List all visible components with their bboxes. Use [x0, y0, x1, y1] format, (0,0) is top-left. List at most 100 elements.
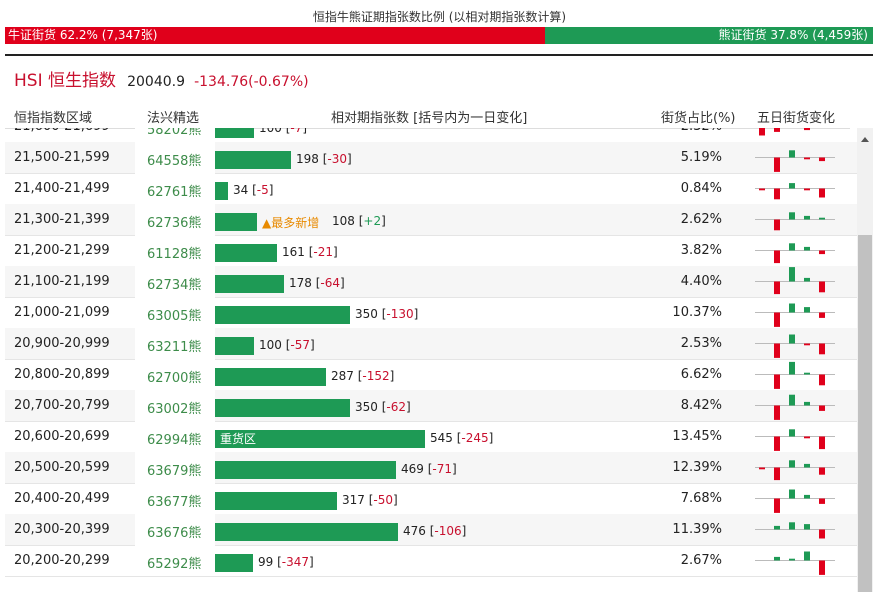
sparkline-bar [789, 394, 795, 406]
five-day-sparkline [755, 460, 835, 481]
range-cell: 20,400-20,499 [14, 491, 110, 506]
warrant-code-link[interactable]: 61128熊 [147, 247, 202, 262]
warrant-code-link[interactable]: 62700熊 [147, 371, 202, 386]
contracts-count: 161 [ [282, 245, 314, 259]
scroll-up-icon[interactable] [861, 137, 869, 142]
code-cell: 63676熊 [135, 514, 215, 545]
divider [5, 54, 873, 56]
contracts-value: 34 [-5] [233, 183, 273, 197]
share-cell: 2.32% [681, 128, 722, 134]
contracts-bar [215, 337, 254, 355]
sparkline-bar [774, 250, 780, 264]
sparkline-bar [819, 467, 825, 475]
table-row: 21,600-21,699 58202熊 100 [-7] 2.32% [5, 128, 857, 143]
index-value: 20040.9 [127, 74, 185, 90]
five-day-sparkline [755, 429, 835, 451]
sparkline-bar [819, 188, 825, 198]
daily-change: -30 [327, 152, 348, 166]
bracket: ] [488, 431, 494, 445]
contracts-count: 350 [ [355, 307, 387, 321]
contracts-bar [215, 368, 326, 386]
sparkline-bar [789, 489, 795, 499]
contracts-bar [215, 275, 284, 293]
sparkline-bar [804, 436, 810, 439]
share-cell: 6.62% [680, 367, 722, 382]
bracket: ] [461, 524, 467, 538]
share-cell: 8.42% [680, 398, 722, 413]
scrollbar[interactable] [857, 128, 873, 592]
scroll-thumb[interactable] [858, 235, 872, 592]
sparkline-bar [774, 467, 780, 481]
table-row: 20,900-20,999 63211熊 100 [-57] 2.53% [5, 328, 857, 360]
sparkline-bar [774, 405, 780, 420]
header-five-day[interactable]: 五日街货变化 [757, 111, 836, 126]
index-change: -134.76(-0.67%) [194, 74, 309, 90]
table-row: 20,200-20,299 65292熊 99 [-347] 2.67% [5, 545, 857, 577]
five-day-sparkline [755, 522, 835, 539]
contracts-bar: 重货区 [215, 430, 425, 448]
header-range[interactable]: 恒指指数区域 [14, 111, 93, 126]
warrant-code-link[interactable]: 63676熊 [147, 526, 202, 541]
sparkline-bar [819, 250, 825, 255]
sparkline-bar [819, 436, 825, 450]
warrant-code-link[interactable]: 63677熊 [147, 495, 202, 510]
sparkline-bar [774, 498, 780, 513]
bracket: ] [309, 555, 314, 569]
share-cell: 7.68% [680, 491, 722, 506]
header-code[interactable]: 法兴精选 [147, 111, 200, 126]
contracts-count: 350 [ [355, 400, 387, 414]
contracts-count: 99 [ [258, 555, 282, 569]
code-cell: 61128熊 [135, 235, 215, 266]
sparkline-bar [774, 374, 780, 389]
range-cell: 21,500-21,599 [14, 150, 110, 165]
sparkline-bar [759, 128, 765, 136]
contracts-bar [215, 182, 228, 200]
contracts-bar [215, 306, 350, 324]
contracts-count: 198 [ [296, 152, 328, 166]
code-cell: 63002熊 [135, 390, 215, 421]
daily-change: -5 [256, 183, 269, 197]
sparkline-bar [774, 281, 780, 295]
sparkline-bar [759, 467, 765, 470]
daily-change: -7 [290, 128, 303, 135]
warrant-code-link[interactable]: 62734熊 [147, 278, 202, 293]
contracts-value: 161 [-21] [282, 245, 338, 259]
sparkline-bar [774, 312, 780, 327]
sparkline-bar [819, 498, 825, 504]
five-day-sparkline [755, 361, 835, 389]
header-share[interactable]: 街货占比(%) [661, 111, 736, 126]
warrant-code-link[interactable]: 63211熊 [147, 340, 202, 355]
warrant-code-link[interactable]: 63005熊 [147, 309, 202, 324]
warrant-code-link[interactable]: 65292熊 [147, 557, 202, 572]
five-day-sparkline [755, 394, 835, 420]
table-body[interactable]: 21,600-21,69958202熊100 [-7]2.32% 21,500-2… [5, 128, 857, 592]
contracts-bar [215, 523, 398, 541]
share-cell: 11.39% [672, 522, 722, 537]
daily-change: +2 [363, 214, 382, 228]
bracket: ] [452, 462, 457, 476]
sparkline-bar [774, 525, 780, 530]
daily-change: -21 [313, 245, 334, 259]
warrant-code-link[interactable]: 62761熊 [147, 185, 202, 200]
warrant-code-link[interactable]: 64558熊 [147, 154, 202, 169]
contracts-value: 350 [-130] [355, 307, 418, 321]
contracts-count: 317 [ [342, 493, 374, 507]
contracts-bar [215, 128, 254, 138]
warrant-code-link[interactable]: 63002熊 [147, 402, 202, 417]
contracts-count: 287 [ [331, 369, 363, 383]
contracts-count: 178 [ [289, 276, 321, 290]
code-cell: 62994熊 [135, 421, 215, 452]
sparkline-bar [819, 157, 825, 162]
header-contracts[interactable]: 相对期指张数 [括号内为一日变化] [331, 111, 528, 126]
range-cell: 21,200-21,299 [14, 243, 110, 258]
share-cell: 3.82% [680, 243, 722, 258]
warrant-code-link[interactable]: 58202熊 [147, 128, 202, 138]
contracts-bar [215, 244, 277, 262]
five-day-sparkline [755, 334, 835, 358]
bracket: ] [413, 307, 419, 321]
five-day-sparkline [755, 551, 835, 575]
warrant-code-link[interactable]: 62994熊 [147, 433, 202, 448]
warrant-code-link[interactable]: 62736熊 [147, 216, 202, 231]
range-cell: 20,800-20,899 [14, 367, 110, 382]
warrant-code-link[interactable]: 63679熊 [147, 464, 202, 479]
